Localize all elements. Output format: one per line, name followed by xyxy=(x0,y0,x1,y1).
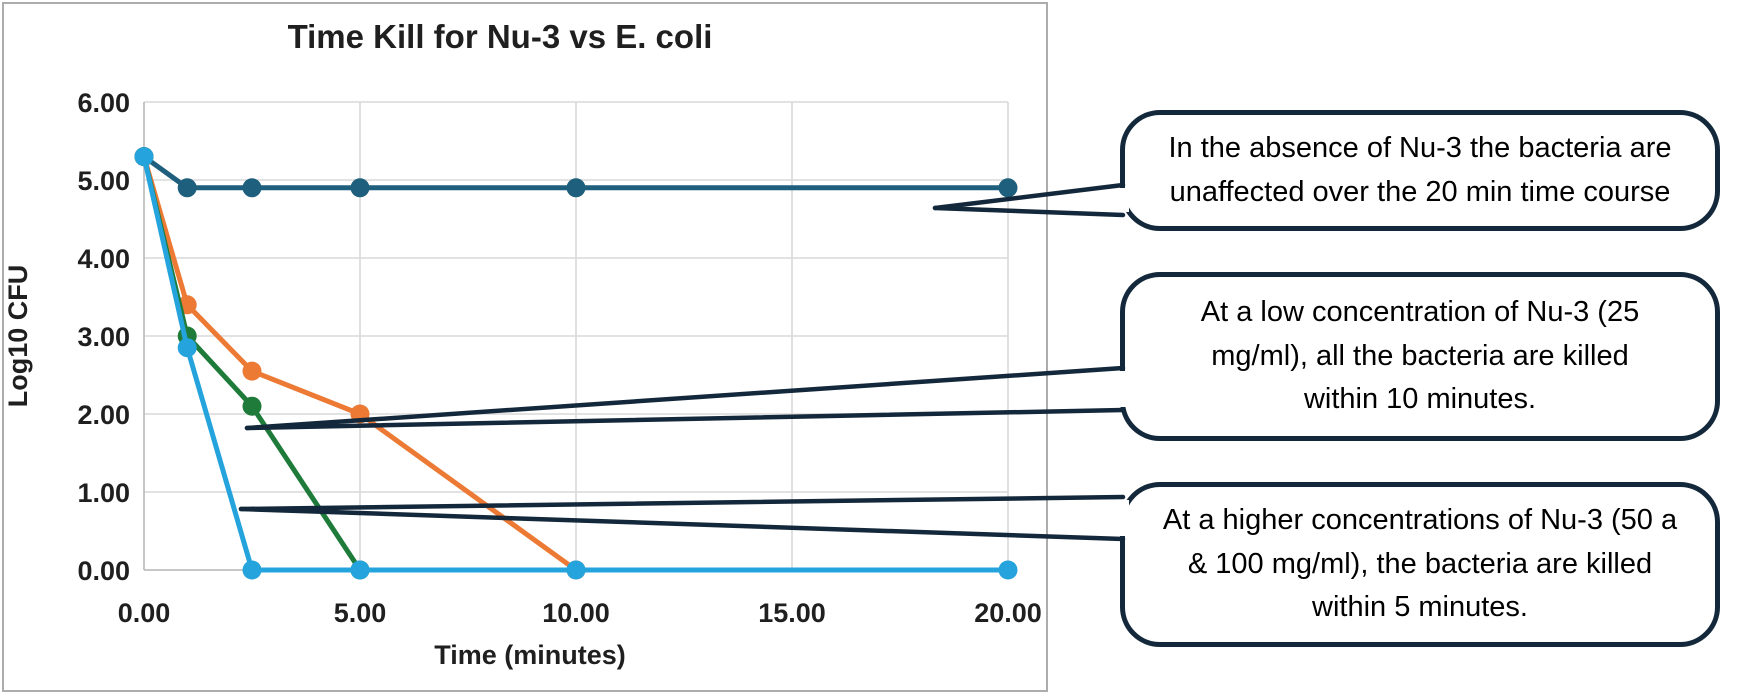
y-axis-title: Log10 CFU xyxy=(3,264,33,408)
callout-control-annotation: In the absence of Nu-3 the bacteria are … xyxy=(1120,110,1720,231)
callout-high-concentration-annotation: At a higher concentrations of Nu-3 (50 a… xyxy=(1120,482,1720,647)
chart-title: Time Kill for Nu-3 vs E. coli xyxy=(287,18,713,55)
x-axis-title: Time (minutes) xyxy=(434,640,626,670)
callout-low-concentration-annotation: At a low concentration of Nu-3 (25 mg/ml… xyxy=(1120,272,1720,441)
chart-frame xyxy=(2,2,1048,692)
